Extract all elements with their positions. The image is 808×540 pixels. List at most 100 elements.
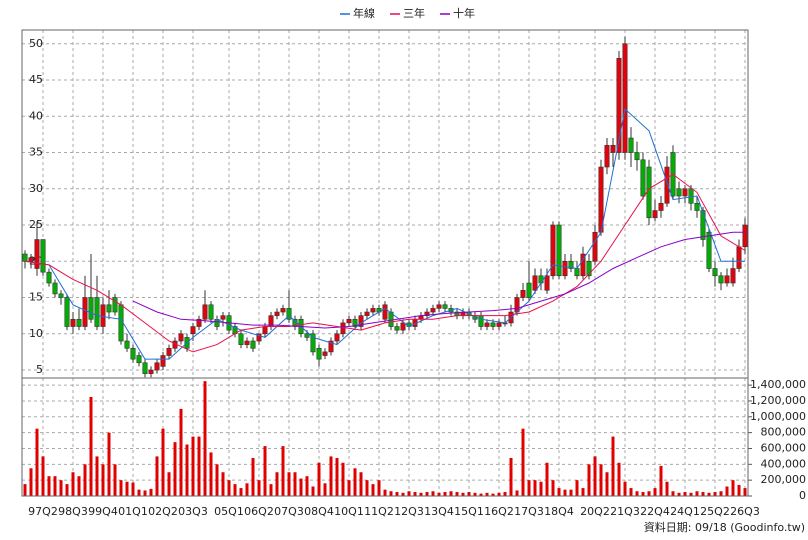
- y-tick-label: 25: [29, 218, 43, 231]
- volume-bar: [245, 483, 249, 496]
- candle-body: [94, 297, 100, 327]
- candle-body: [442, 304, 448, 309]
- candle-body: [676, 188, 682, 197]
- volume-bar: [449, 491, 453, 496]
- candle-body: [424, 311, 430, 316]
- volume-bar: [287, 472, 291, 496]
- volume-bar: [191, 436, 195, 496]
- candle-body: [382, 304, 388, 320]
- candle-body: [202, 304, 208, 320]
- volume-bar: [161, 428, 165, 496]
- volume-bar: [197, 436, 201, 496]
- volume-bar: [485, 492, 489, 496]
- candle-body: [496, 322, 502, 327]
- candle-body: [736, 246, 742, 269]
- candle-body: [574, 268, 580, 277]
- volume-bar: [467, 492, 471, 496]
- legend-label: 三年: [403, 6, 425, 20]
- candle-body: [100, 304, 106, 327]
- volume-bar: [737, 484, 741, 496]
- volume-bar: [707, 492, 711, 496]
- volume-bar: [203, 381, 207, 496]
- volume-bar: [65, 484, 69, 496]
- candle-body: [310, 333, 316, 353]
- volume-bar: [413, 492, 417, 496]
- candle-body: [178, 333, 184, 342]
- x-tick-label: 11Q2: [364, 505, 394, 518]
- volume-bar: [371, 484, 375, 496]
- volume-bar: [83, 464, 87, 496]
- candle-body: [322, 351, 328, 356]
- volume-bar: [509, 457, 513, 496]
- volume-bar: [581, 488, 585, 496]
- candle-body: [160, 355, 166, 367]
- volume-bar: [695, 491, 699, 496]
- candle-body: [340, 322, 346, 335]
- volume-bar: [563, 489, 567, 496]
- candle-body: [346, 318, 352, 324]
- volume-bar: [263, 446, 267, 496]
- volume-bar: [71, 472, 75, 496]
- volume-bar: [713, 492, 717, 496]
- y-tick-label: 10: [29, 327, 43, 340]
- x-tick-label: 10Q1: [334, 505, 364, 518]
- volume-bar: [239, 488, 243, 496]
- candle-body: [610, 144, 616, 153]
- candle-body: [208, 304, 214, 320]
- volume-bar: [665, 481, 669, 496]
- x-tick-label: 26Q3: [730, 505, 760, 518]
- volume-bar: [347, 480, 351, 496]
- candle-body: [646, 166, 652, 219]
- volume-bar: [719, 491, 723, 496]
- y-tick-label: 50: [29, 37, 43, 50]
- volume-bar: [599, 464, 603, 496]
- y2-tick-label: 600,000: [761, 441, 807, 454]
- volume-bar: [185, 444, 189, 496]
- volume-bar: [329, 456, 333, 496]
- volume-bar: [437, 492, 441, 496]
- x-tick-label: 13Q4: [424, 505, 454, 518]
- volume-bar: [221, 472, 225, 496]
- volume-bar: [431, 491, 435, 496]
- candle-body: [46, 271, 52, 284]
- volume-bar: [527, 480, 531, 496]
- candle-body: [562, 260, 568, 277]
- candle-body: [70, 318, 76, 327]
- volume-bar: [101, 464, 105, 496]
- candle-body: [34, 239, 40, 269]
- volume-bar: [557, 488, 561, 496]
- x-tick-label: 16Q2: [484, 505, 514, 518]
- y2-tick-label: 1,400,000: [750, 378, 806, 391]
- candle-body: [544, 275, 550, 291]
- volume-bar: [377, 480, 381, 496]
- footnote: 資料日期: 09/18 (Goodinfo.tw): [644, 520, 805, 534]
- volume-bar: [209, 452, 213, 496]
- x-tick-label: 25Q2: [700, 505, 730, 518]
- volume-bar: [671, 491, 675, 496]
- candle-body: [490, 322, 496, 327]
- volume-bar: [173, 442, 177, 496]
- volume-bar: [611, 436, 615, 496]
- volume-bar: [299, 478, 303, 496]
- candle-body: [604, 144, 610, 168]
- candle-body: [718, 275, 724, 284]
- candle-body: [436, 304, 442, 309]
- candle-body: [580, 253, 586, 277]
- volume-bar: [59, 480, 63, 496]
- volume-bar: [677, 492, 681, 496]
- volume-bar: [623, 481, 627, 496]
- candle-body: [220, 315, 226, 320]
- x-tick-label: 05Q1: [214, 505, 244, 518]
- volume-bar: [701, 492, 705, 496]
- volume-bar: [257, 480, 261, 496]
- volume-bar: [41, 456, 45, 496]
- candle-body: [550, 224, 556, 277]
- volume-bar: [539, 481, 543, 496]
- volume-bar: [107, 432, 111, 496]
- volume-bar: [35, 428, 39, 496]
- candle-body: [148, 369, 154, 374]
- y-tick-label: 30: [29, 182, 43, 195]
- volume-bar: [167, 472, 171, 496]
- y-tick-label: 40: [29, 109, 43, 122]
